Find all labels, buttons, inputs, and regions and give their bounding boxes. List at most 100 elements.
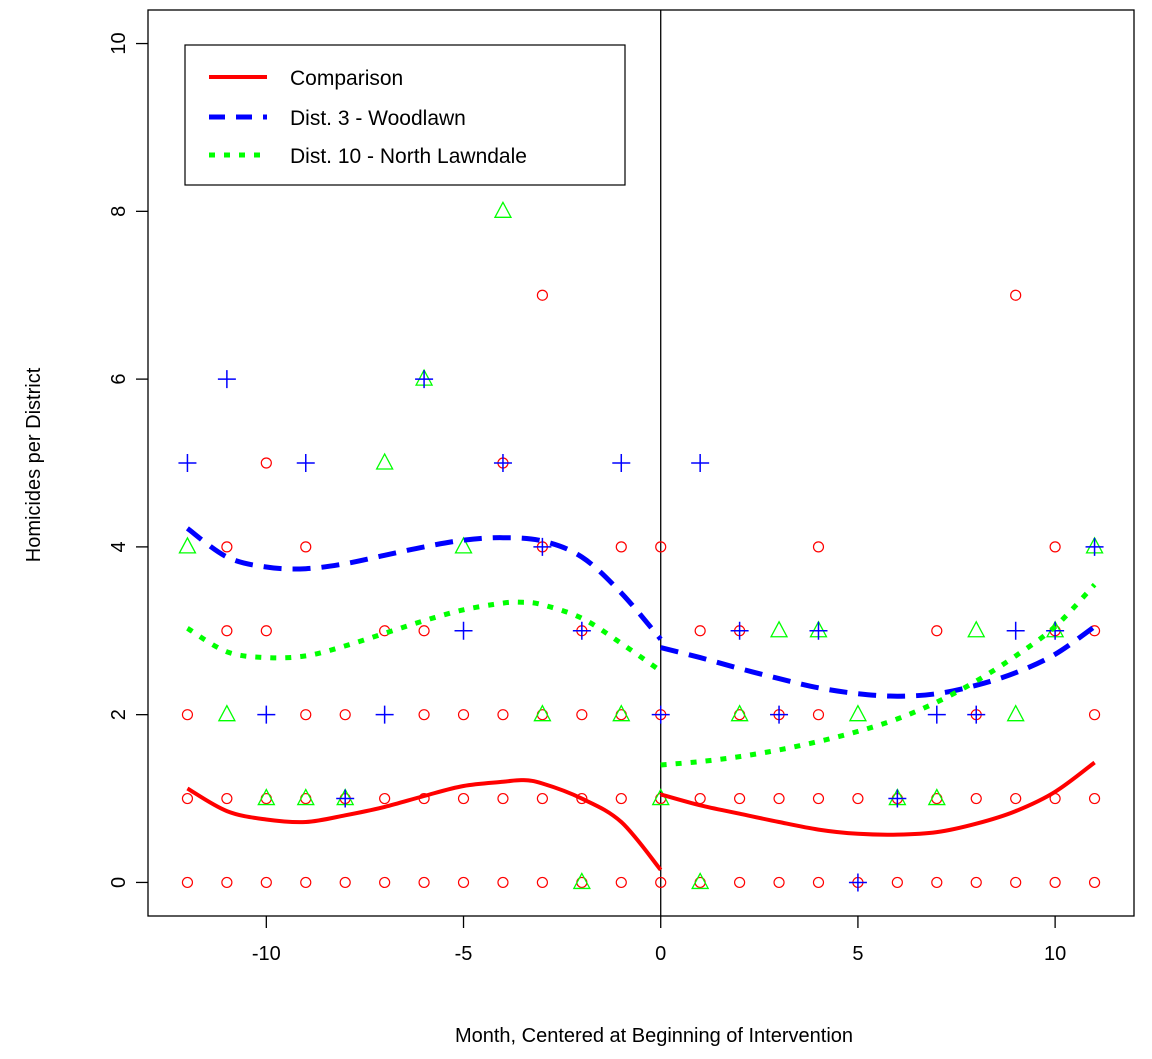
y-axis-title: Homicides per District — [23, 367, 45, 562]
district3-point — [296, 454, 315, 472]
comparison-point — [339, 876, 351, 889]
district3-point — [257, 705, 276, 724]
district3-point — [375, 705, 394, 724]
district3-point — [730, 621, 749, 640]
comparison-point — [260, 876, 272, 889]
comparison-point — [221, 625, 233, 637]
lines-layer — [185, 526, 1097, 872]
district3-point — [1046, 621, 1065, 640]
comparison-point — [536, 289, 549, 301]
comparison-point — [615, 541, 627, 553]
comparison-point — [931, 625, 943, 637]
y-tick-label: 4 — [108, 541, 130, 552]
comparison-point — [457, 876, 470, 889]
comparison-point — [497, 792, 509, 805]
legend-label-district3: Dist. 3 - Woodlawn — [290, 107, 466, 130]
comparison-point — [615, 876, 627, 889]
district3-point — [691, 454, 710, 472]
comparison-point — [812, 876, 825, 889]
comparison-point — [812, 541, 825, 553]
district3-point — [454, 621, 473, 640]
x-axis-title: Month, Centered at Beginning of Interven… — [455, 1025, 853, 1047]
district3-point — [612, 454, 631, 472]
district10-curve-pre — [186, 599, 663, 674]
district10-point — [296, 788, 315, 806]
district3-point — [848, 873, 867, 892]
comparison-point — [181, 792, 194, 805]
district3-point — [572, 621, 591, 640]
district10-point — [691, 872, 710, 890]
comparison-point — [812, 792, 825, 805]
district3-point — [178, 454, 197, 472]
comparison-point — [181, 876, 194, 889]
comparison-point — [221, 792, 233, 805]
comparison-point — [181, 709, 194, 721]
district10-point — [454, 536, 473, 554]
comparison-point — [497, 709, 509, 721]
comparison-point — [457, 709, 470, 721]
district10-point — [769, 620, 789, 638]
district3-point — [415, 370, 434, 389]
comparison-point — [891, 876, 903, 889]
district10-point — [178, 536, 197, 554]
comparison-curve-post — [660, 760, 1096, 837]
x-tick-label: 0 — [655, 943, 666, 965]
comparison-point — [418, 876, 430, 889]
district3-point — [967, 705, 986, 724]
district10-point — [848, 704, 868, 722]
comparison-point — [615, 792, 627, 805]
x-tick-label: 5 — [852, 943, 863, 965]
comparison-point — [1010, 289, 1022, 301]
legend-label-district10: Dist. 10 - North Lawndale — [290, 145, 527, 168]
comparison-point — [457, 792, 470, 805]
district3-curve-pre — [185, 526, 663, 641]
district3-point — [1006, 621, 1025, 640]
x-tick-label: 10 — [1044, 943, 1066, 965]
comparison-point — [852, 792, 864, 805]
comparison-point — [536, 792, 549, 805]
comparison-point — [379, 792, 391, 805]
y-tick-label: 8 — [108, 206, 130, 217]
comparison-point — [576, 709, 588, 721]
comparison-point — [379, 876, 391, 889]
district3-point — [888, 789, 907, 808]
comparison-point — [1010, 792, 1022, 805]
comparison-point — [970, 792, 982, 805]
comparison-point — [773, 792, 785, 805]
comparison-point — [497, 876, 509, 889]
comparison-point — [1049, 876, 1061, 889]
comparison-point — [970, 876, 982, 889]
district3-point — [217, 370, 236, 389]
y-tick-label: 2 — [108, 709, 130, 720]
district10-point — [533, 704, 552, 722]
comparison-point — [221, 541, 233, 553]
district10-point — [927, 788, 946, 806]
district10-point — [967, 620, 986, 638]
x-tick-label: -5 — [455, 943, 473, 965]
district10-point — [493, 200, 513, 218]
district10-curve-post — [660, 582, 1097, 768]
comparison-point — [773, 876, 785, 889]
legend: Comparison Dist. 3 - Woodlawn Dist. 10 -… — [184, 44, 626, 186]
comparison-point — [576, 792, 588, 805]
comparison-point — [300, 709, 312, 721]
comparison-point — [221, 876, 233, 889]
district10-point — [217, 704, 236, 722]
comparison-point — [260, 457, 272, 469]
district10-point — [730, 704, 749, 722]
district10-point — [572, 872, 591, 890]
district3-point — [809, 621, 828, 640]
legend-box — [184, 44, 626, 186]
comparison-point — [1088, 876, 1101, 889]
comparison-point — [1010, 876, 1022, 889]
comparison-point — [655, 876, 667, 889]
comparison-point — [260, 625, 272, 637]
comparison-curve-pre — [186, 778, 663, 872]
points-layer — [178, 200, 1104, 892]
comparison-point — [1088, 709, 1101, 721]
district3-point — [927, 705, 946, 724]
comparison-point — [1088, 792, 1101, 805]
axes-layer: -10 -5 0 5 10 0 2 4 6 8 10 — [108, 32, 1066, 965]
comparison-point — [812, 709, 825, 721]
